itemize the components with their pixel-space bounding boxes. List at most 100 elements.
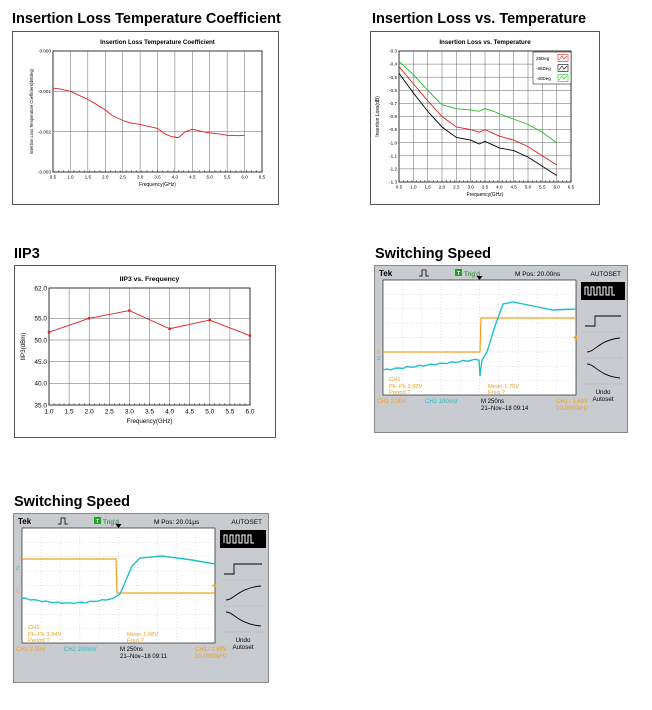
y-tick-label: -0.3: [389, 49, 397, 54]
x-tick-label: 5.5: [225, 409, 234, 416]
y-axis-label: Insertion Loss(dB): [375, 96, 381, 137]
x-tick-label: 5.5: [224, 175, 231, 180]
x-tick-label: 3.5: [482, 185, 489, 190]
x-tick-label: 5.0: [205, 409, 214, 416]
autoset-label: AUTOSET: [231, 519, 262, 526]
trigger-position-marker: [476, 276, 483, 280]
x-tick-label: 4.0: [165, 409, 174, 416]
trigger-level-marker: [573, 335, 577, 340]
y-tick-label: 40.0: [34, 381, 47, 388]
meas-ch1-label: CH1: [28, 625, 40, 631]
x-tick-label: 4.5: [189, 175, 196, 180]
rise-time-icon: [586, 337, 621, 353]
y-tick-label: -0.6: [389, 88, 397, 93]
meas-pkpk: Pk–Pk 3.92V: [389, 384, 423, 390]
trigger-status-icon: [94, 517, 101, 524]
section-title-iip3: IIP3: [14, 246, 40, 262]
section-title-switching-speed-2: Switching Speed: [14, 494, 131, 510]
chart-title: IIP3 vs. Frequency: [120, 276, 180, 283]
legend-swatch-line: [558, 75, 568, 81]
status-ch1-scale: CH1 2.00V: [16, 647, 45, 653]
ch1-marker: 1: [16, 589, 19, 595]
square-wave-icon: [223, 534, 254, 544]
legend-label: -85Deg: [536, 66, 551, 71]
y-tick-label: -1.3: [389, 180, 397, 185]
status-trigger: CH1 ∕ 1.69V: [195, 646, 227, 653]
horizontal-position: M Pos: 20.00ns: [515, 271, 561, 278]
x-tick-label: 5.0: [525, 185, 532, 190]
y-tick-label: 62.0: [34, 285, 47, 292]
y-tick-label: -0.003: [38, 170, 51, 175]
status-trigger-freq: 10.0000kHz: [195, 654, 227, 660]
legend-label: 25Deg: [536, 56, 550, 61]
y-tick-label: -0.8: [389, 114, 397, 119]
chart-panel-iip3: IIP3 vs. Frequency 1.0 1.5 2.0 2.5 3.0 3.5 4.0 4…: [14, 265, 276, 438]
y-tick-label: -0.7: [389, 101, 397, 106]
meas-freq: Freq ?: [488, 390, 506, 396]
x-axis-label: Frequency(GHz): [139, 182, 176, 188]
x-tick-label: 2.5: [105, 409, 114, 416]
scope-brand: Tek: [379, 269, 393, 278]
section-title-switching-speed-1: Switching Speed: [375, 246, 492, 262]
meas-period: Period ?: [28, 638, 50, 644]
y-tick-label: -1.1: [389, 153, 397, 158]
x-tick-label: 6.5: [568, 185, 575, 190]
x-tick-label: 4.0: [496, 185, 503, 190]
il-vs-temp-chart: Insertion Loss vs. Temperature 0.5 1.0 1.5 2…: [375, 39, 575, 198]
scope-screen-2: Tek T Trig'd M Pos: 20.01μs AUTOSET 1 2 CH1Pk–P…: [16, 517, 266, 660]
x-tick-label: 4.0: [172, 175, 179, 180]
series-line-2: [398, 61, 557, 144]
trigger-status-icon: [455, 269, 462, 276]
x-tick-label: 0.5: [50, 175, 57, 180]
meas-period: Period ?: [389, 390, 411, 396]
x-tick-label: 1.0: [67, 175, 74, 180]
status-ch2-scale: CH2 100mV: [425, 399, 458, 405]
chart-panel-il-vs-temp: Insertion Loss vs. Temperature 0.5 1.0 1.5 2…: [370, 31, 600, 205]
ch2-waveform: [21, 555, 216, 605]
il-tempco-chart: Insertion Loss Temperature Coefficient 0.…: [29, 39, 266, 188]
meas-ch1-label: CH1: [389, 377, 401, 383]
status-trigger-freq: 10.0000kHz: [556, 406, 588, 412]
series-point: [248, 334, 252, 337]
trigger-position-marker: [115, 524, 122, 528]
x-tick-label: 6.5: [259, 175, 266, 180]
x-tick-label: 2.0: [439, 185, 446, 190]
x-tick-label: 3.0: [467, 185, 474, 190]
y-tick-label: 35.0: [34, 402, 47, 409]
meas-mean: Mean 1.75V: [488, 384, 519, 390]
x-tick-label: 4.5: [185, 409, 194, 416]
x-tick-label: 3.5: [145, 409, 154, 416]
scope-screen-1: Tek T Trig'd M Pos: 20.00ns AUTOSET 12 CH1Pk–P…: [377, 269, 625, 412]
rising-edge-icon: [224, 563, 262, 575]
y-tick-label: -0.5: [389, 75, 397, 80]
legend-swatch-line: [558, 55, 568, 61]
x-tick-label: 3.5: [154, 175, 161, 180]
y-tick-label: 55.0: [34, 316, 47, 323]
x-tick-label: 5.0: [207, 175, 214, 180]
undo-label: Undo: [596, 389, 611, 396]
chart-title: Insertion Loss Temperature Coefficient: [100, 39, 215, 46]
x-axis-label: Frequency(GHz): [467, 192, 504, 198]
rising-edge-icon: [585, 315, 621, 327]
y-tick-label: 50.0: [34, 337, 47, 344]
series-point: [47, 331, 51, 334]
x-tick-label: 0.5: [396, 185, 403, 190]
status-date: 21–Nov–18 09:14: [481, 406, 529, 412]
series-point: [168, 327, 171, 330]
meas-mean: Mean 1.68V: [127, 632, 158, 638]
section-title-il-vs-temp: Insertion Loss vs. Temperature: [372, 11, 587, 27]
undo-label: Undo: [236, 637, 251, 644]
x-tick-label: 2.0: [102, 175, 109, 180]
x-tick-label: 1.5: [65, 409, 74, 416]
status-timebase: M 250ns: [120, 647, 143, 653]
x-tick-label: 2.5: [453, 185, 460, 190]
acquire-icon: [419, 269, 429, 277]
x-tick-label: 6.0: [241, 175, 248, 180]
status-trigger: CH1 ∕ 1.69V: [556, 398, 588, 405]
acquire-icon: [58, 517, 68, 525]
status-ch1-scale: CH1 2.00V: [377, 399, 406, 405]
section-title-il-tempco: Insertion Loss Temperature Coefficient: [12, 11, 281, 27]
status-date: 21–Nov–18 09:11: [120, 654, 168, 660]
fall-time-icon: [225, 611, 262, 627]
legend-swatch-line: [558, 65, 568, 71]
